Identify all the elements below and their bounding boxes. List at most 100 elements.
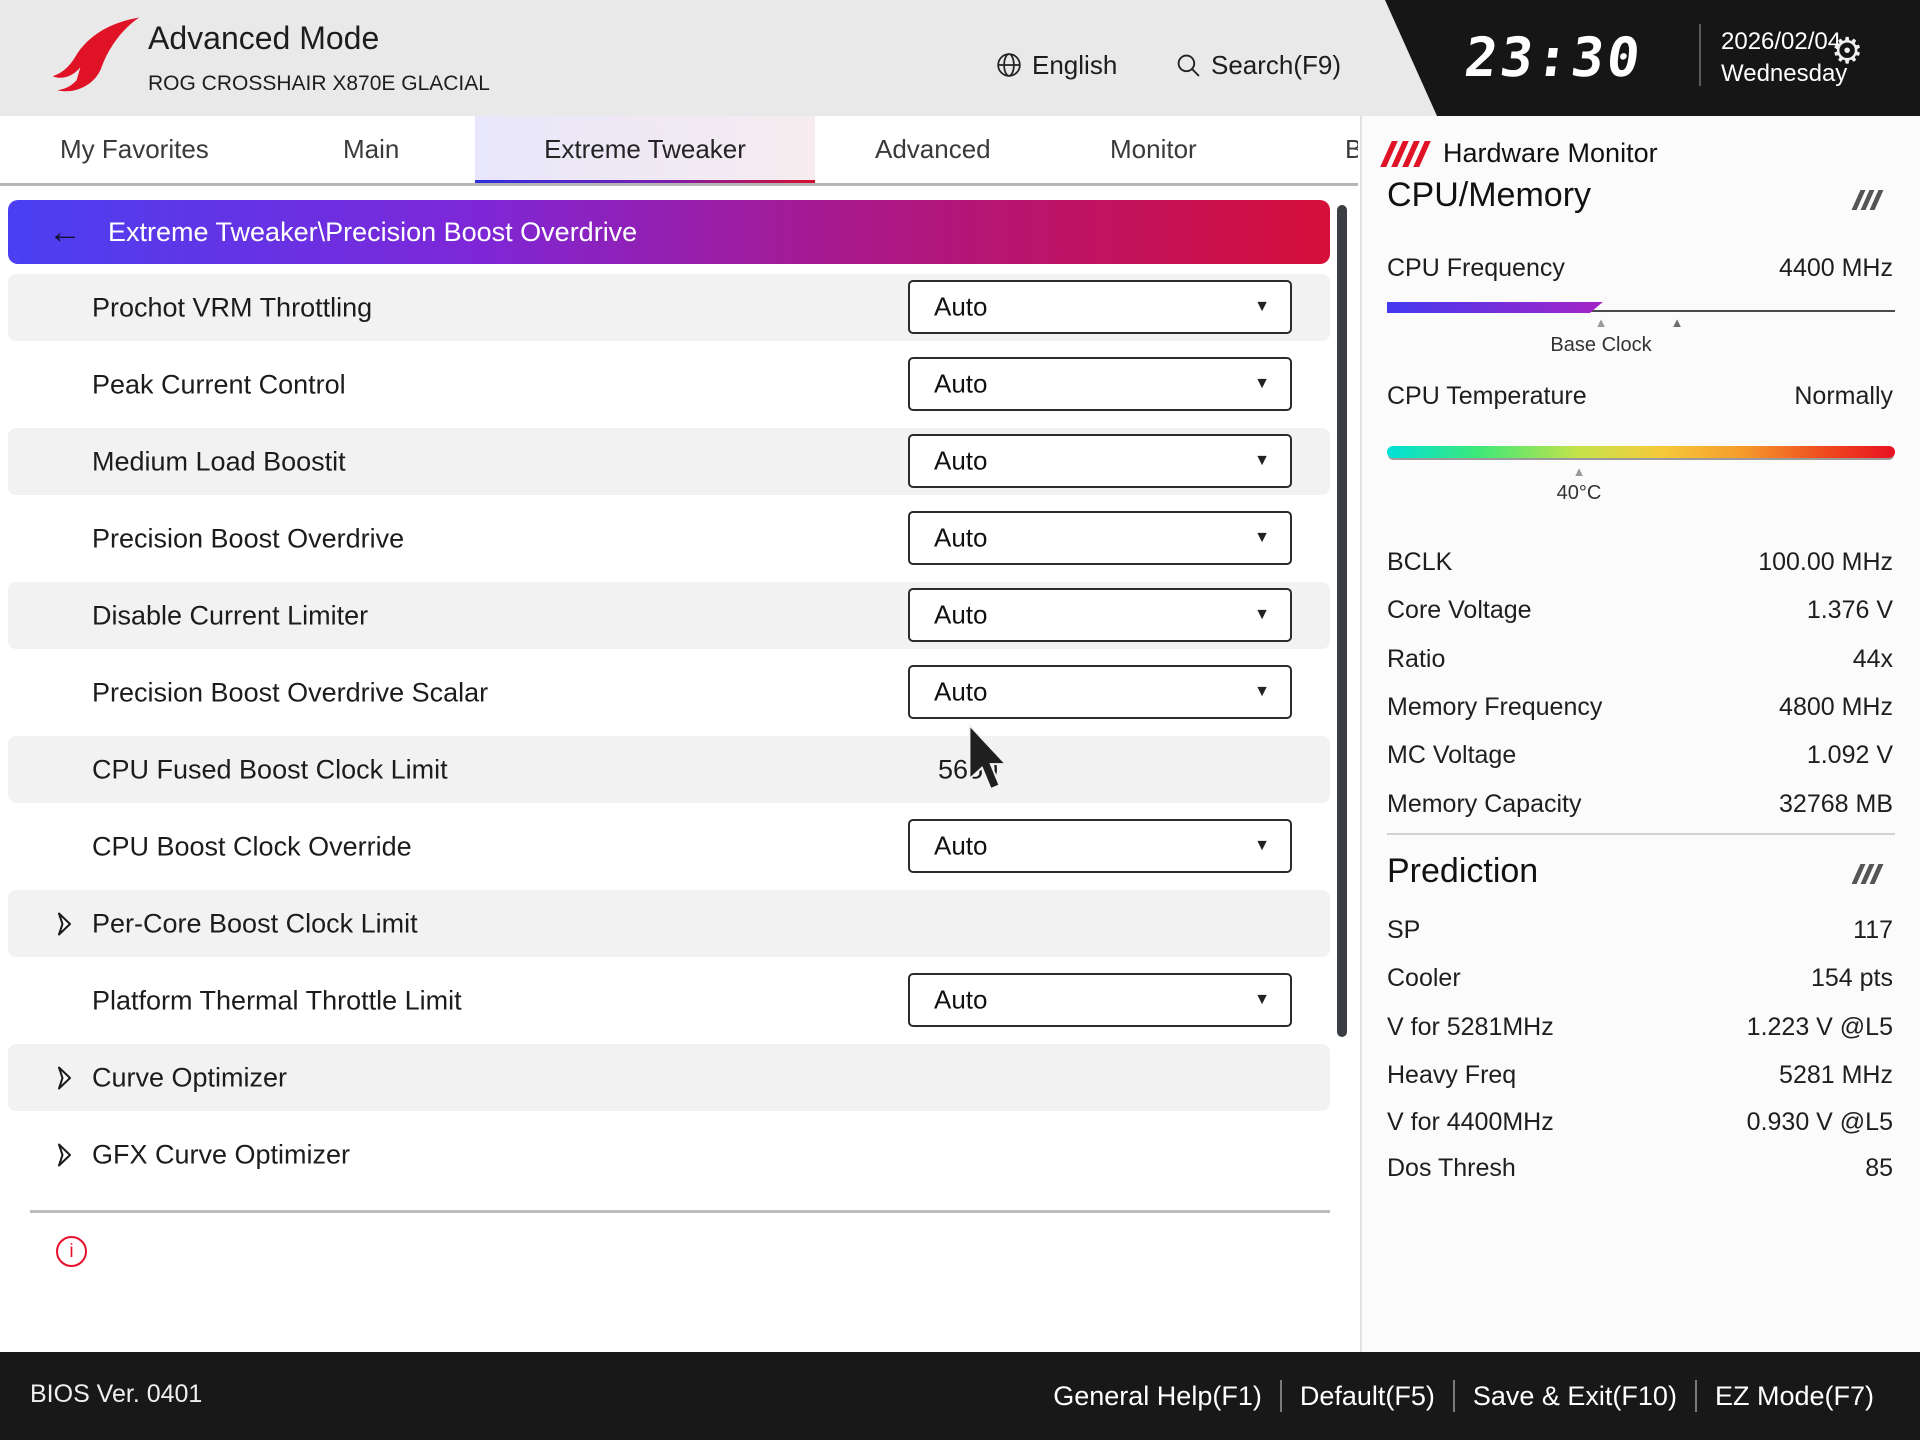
stat-row: Heavy Freq 5281 MHz xyxy=(1387,1061,1893,1089)
tab-bar: My Favorites Main Extreme Tweaker Advanc… xyxy=(0,116,1358,186)
setting-select[interactable]: Auto ▼ xyxy=(908,973,1292,1027)
setting-label: Curve Optimizer xyxy=(92,1062,288,1092)
divider xyxy=(1699,24,1701,86)
page-title: Advanced Mode xyxy=(148,20,380,56)
temperature-label: 40°C xyxy=(1556,482,1602,504)
section-title-cpu-memory: CPU/Memory xyxy=(1387,176,1592,214)
caret-down-icon: ▼ xyxy=(1254,452,1270,469)
setting-row: Precision Boost Overdrive Scalar Auto ▼ xyxy=(8,659,1330,726)
red-stripes-icon xyxy=(1380,140,1431,167)
setting-select[interactable]: Auto ▼ xyxy=(908,357,1292,411)
divider xyxy=(1387,833,1895,835)
stat-row: V for 5281MHz 1.223 V @L5 xyxy=(1387,1013,1893,1041)
tab-advanced[interactable]: Advanced xyxy=(875,134,991,164)
active-tab-background xyxy=(475,116,815,183)
default-button[interactable]: Default(F5) xyxy=(1299,1380,1435,1411)
gray-stripes-icon xyxy=(1851,190,1884,210)
setting-group-row[interactable]: Per-Core Boost Clock Limit xyxy=(8,890,1330,957)
setting-row: Platform Thermal Throttle Limit Auto ▼ xyxy=(8,967,1330,1034)
cpu-temperature-bar xyxy=(1387,446,1895,458)
setting-select[interactable]: Auto ▼ xyxy=(908,280,1292,334)
setting-label: Platform Thermal Throttle Limit xyxy=(92,985,462,1015)
setting-value: 5650 xyxy=(938,754,999,784)
caret-down-icon: ▼ xyxy=(1254,529,1270,546)
stat-row: SP 117 xyxy=(1387,916,1893,944)
setting-row: Precision Boost Overdrive Auto ▼ xyxy=(8,505,1330,572)
base-clock-marker: ▲ xyxy=(1594,315,1608,330)
breadcrumb-path: Extreme Tweaker\Precision Boost Overdriv… xyxy=(108,216,638,247)
section-title-prediction: Prediction xyxy=(1387,852,1539,890)
tab-my-favorites[interactable]: My Favorites xyxy=(60,134,209,164)
chevron-right-icon xyxy=(58,912,71,935)
stat-row: Cooler 154 pts xyxy=(1387,964,1893,992)
setting-label: Prochot VRM Throttling xyxy=(92,292,373,322)
clock-panel: 23:30 2026/02/04 Wednesday ⚙︎ xyxy=(1385,0,1920,116)
divider xyxy=(1279,1380,1282,1412)
footer-actions: General Help(F1) Default(F5) Save & Exit… xyxy=(1035,1352,1892,1440)
language-button[interactable]: English xyxy=(996,48,1117,82)
cpu-temperature-value: Normally xyxy=(1794,382,1893,410)
setting-select[interactable]: Auto ▼ xyxy=(908,665,1292,719)
setting-group-row[interactable]: GFX Curve Optimizer xyxy=(8,1121,1330,1188)
stat-row: Memory Capacity 32768 MB xyxy=(1387,790,1893,818)
tab-boot-partial[interactable]: Boot xyxy=(1345,116,1358,183)
chevron-right-icon xyxy=(58,1143,71,1166)
setting-select[interactable]: Auto ▼ xyxy=(908,511,1292,565)
stat-row: Dos Thresh 85 xyxy=(1387,1154,1893,1182)
setting-row: Medium Load Boostit Auto ▼ xyxy=(8,428,1330,495)
setting-row: Prochot VRM Throttling Auto ▼ xyxy=(8,274,1330,341)
cpu-frequency-bar xyxy=(1387,302,1895,313)
setting-label: Precision Boost Overdrive Scalar xyxy=(92,677,489,707)
stat-row: V for 4400MHz 0.930 V @L5 xyxy=(1387,1108,1893,1136)
rog-logo xyxy=(52,17,140,92)
setting-select[interactable]: Auto ▼ xyxy=(908,588,1292,642)
header: Advanced Mode ROG CROSSHAIR X870E GLACIA… xyxy=(0,0,1920,116)
caret-down-icon: ▼ xyxy=(1254,298,1270,315)
caret-down-icon: ▼ xyxy=(1254,991,1270,1008)
breadcrumb: ← Extreme Tweaker\Precision Boost Overdr… xyxy=(8,200,1330,264)
save-exit-button[interactable]: Save & Exit(F10) xyxy=(1472,1380,1677,1411)
stat-row: Memory Frequency 4800 MHz xyxy=(1387,693,1893,721)
divider xyxy=(30,1210,1330,1213)
hardware-monitor-title: Hardware Monitor xyxy=(1443,138,1658,168)
info-icon[interactable]: i xyxy=(56,1236,87,1267)
board-name: ROG CROSSHAIR X870E GLACIAL xyxy=(148,72,490,95)
date: 2026/02/04 xyxy=(1721,28,1842,55)
setting-label: Disable Current Limiter xyxy=(92,600,369,630)
base-clock-label: Base Clock xyxy=(1550,334,1652,356)
setting-select[interactable]: Auto ▼ xyxy=(908,819,1292,873)
general-help-button[interactable]: General Help(F1) xyxy=(1053,1380,1262,1411)
tab-monitor[interactable]: Monitor xyxy=(1110,134,1197,164)
setting-label: CPU Fused Boost Clock Limit xyxy=(92,754,448,784)
search-button[interactable]: Search(F9) xyxy=(1176,48,1341,82)
setting-label: Per-Core Boost Clock Limit xyxy=(92,908,418,938)
setting-row: CPU Boost Clock Override Auto ▼ xyxy=(8,813,1330,880)
setting-row: Peak Current Control Auto ▼ xyxy=(8,351,1330,418)
setting-label: Peak Current Control xyxy=(92,369,346,399)
setting-select[interactable]: Auto ▼ xyxy=(908,434,1292,488)
stat-row: BCLK 100.00 MHz xyxy=(1387,548,1893,576)
chevron-right-icon xyxy=(58,1066,71,1089)
language-label: English xyxy=(1032,49,1118,80)
ez-mode-button[interactable]: EZ Mode(F7) xyxy=(1714,1380,1874,1411)
setting-group-row[interactable]: Curve Optimizer xyxy=(8,1044,1330,1111)
divider xyxy=(1694,1380,1697,1412)
active-tab-underline xyxy=(475,180,815,183)
setting-label: Precision Boost Overdrive xyxy=(92,523,405,553)
scrollbar-thumb[interactable] xyxy=(1337,205,1347,1037)
divider xyxy=(1452,1380,1455,1412)
footer-bar: BIOS Ver. 0401 General Help(F1) Default(… xyxy=(0,1352,1920,1440)
bios-version: BIOS Ver. 0401 xyxy=(30,1380,203,1408)
tab-extreme-tweaker[interactable]: Extreme Tweaker xyxy=(544,134,746,164)
tab-main[interactable]: Main xyxy=(343,134,400,164)
globe-icon xyxy=(997,53,1021,77)
temperature-marker: ▲ xyxy=(1572,464,1586,479)
stat-row: Ratio 44x xyxy=(1387,645,1893,673)
setting-label: GFX Curve Optimizer xyxy=(92,1139,351,1169)
gray-stripes-icon xyxy=(1851,864,1884,884)
back-arrow-icon[interactable]: ← xyxy=(48,213,82,251)
gear-icon[interactable]: ⚙︎ xyxy=(1831,30,1864,71)
setting-label: CPU Boost Clock Override xyxy=(92,831,412,861)
frequency-marker: ▲ xyxy=(1670,315,1684,330)
